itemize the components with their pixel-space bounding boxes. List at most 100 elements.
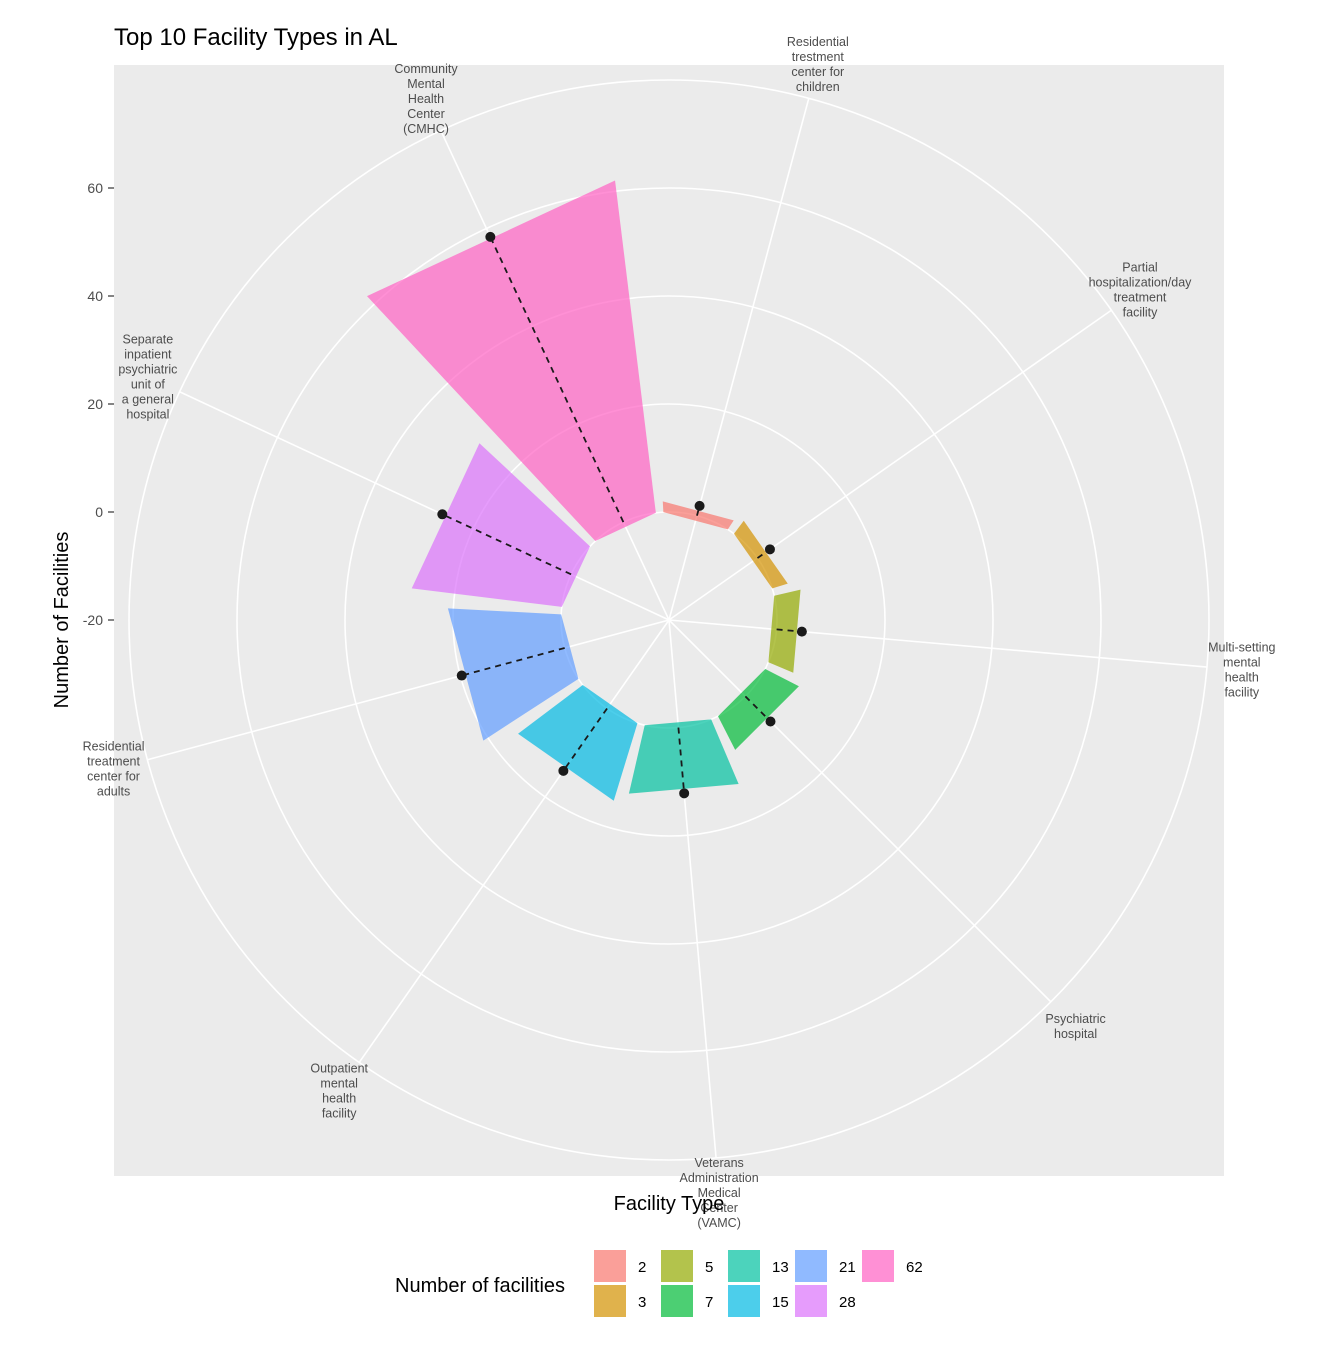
y-axis-ticks: -20 0 20 40 60 <box>83 180 114 628</box>
category-label-line: unit of <box>131 377 166 391</box>
legend-key-2 <box>594 1250 626 1282</box>
category-label-line: Medical <box>698 1186 741 1200</box>
dash-line-0 <box>696 505 701 516</box>
category-label-line: facility <box>1224 686 1259 700</box>
category-label-line: center for <box>87 769 140 783</box>
category-label-line: inpatient <box>124 347 172 361</box>
category-label-line: treatment <box>1114 291 1167 305</box>
spoke-0 <box>668 98 810 621</box>
category-label-line: Community <box>394 62 458 76</box>
spoke-7 <box>179 391 670 621</box>
legend-label-13: 13 <box>772 1259 789 1276</box>
spoke-6 <box>147 619 670 761</box>
category-label-line: Administration <box>680 1171 759 1185</box>
category-label-line: Partial <box>1122 261 1157 275</box>
bar-6 <box>447 608 579 741</box>
legend-label-21: 21 <box>839 1259 856 1276</box>
category-label-line: (CMHC) <box>403 122 449 136</box>
category-label-line: psychiatric <box>118 362 177 376</box>
y-axis-title: Number of Facilities <box>51 532 73 709</box>
category-label-7: Separate inpatient psychiatric unit of a gen… <box>118 332 177 421</box>
legend-label-28: 28 <box>839 1294 856 1311</box>
category-label-line: treatment <box>87 754 140 768</box>
legend-key-15 <box>728 1285 760 1317</box>
legend-label-3: 3 <box>638 1294 646 1311</box>
legend-key-5 <box>661 1250 693 1282</box>
legend: Number of facilities 2 3 5 7 13 15 21 28 62 <box>395 1250 923 1317</box>
grid-circles <box>128 79 1210 1161</box>
category-label-line: Multi-setting <box>1208 641 1275 655</box>
legend-label-7: 7 <box>705 1294 713 1311</box>
category-label-line: Psychiatric <box>1045 1012 1105 1026</box>
category-label-1: Partial hospitalization/day treatment facil… <box>1089 261 1193 320</box>
point-1 <box>764 544 775 555</box>
legend-key-28 <box>795 1285 827 1317</box>
dash-line-7 <box>441 513 572 576</box>
category-label-line: Mental <box>407 77 445 91</box>
point-5 <box>558 765 569 776</box>
category-label-line: center for <box>791 65 844 79</box>
category-label-line: facility <box>1123 306 1158 320</box>
category-label-line: Center <box>700 1201 738 1215</box>
legend-key-62 <box>862 1250 894 1282</box>
spoke-4 <box>668 619 717 1159</box>
legend-label-15: 15 <box>772 1294 789 1311</box>
category-label-6: Residential treatment center for adults <box>83 739 145 798</box>
category-label-line: Residential <box>83 739 145 753</box>
grid-circle-60 <box>236 187 1102 1053</box>
data-points <box>437 231 807 799</box>
category-label-line: trestment <box>792 50 845 64</box>
legend-label-2: 2 <box>638 1259 646 1276</box>
category-label-line: hospital <box>126 407 169 421</box>
point-0 <box>694 500 705 511</box>
category-label-line: mental <box>1223 656 1261 670</box>
grid-circle-80 <box>128 79 1210 1161</box>
legend-label-5: 5 <box>705 1259 713 1276</box>
category-labels: Residential trestment center for children Pa… <box>83 35 1276 1230</box>
category-label-line: Health <box>408 92 444 106</box>
dash-line-5 <box>562 707 608 772</box>
legend-label-62: 62 <box>906 1259 923 1276</box>
category-label-line: a general <box>122 392 174 406</box>
category-label-line: Residential <box>787 35 849 49</box>
point-7 <box>437 509 448 520</box>
point-8 <box>485 231 496 242</box>
dash-line-2 <box>776 628 802 633</box>
point-2 <box>796 626 807 637</box>
category-label-8: Community Mental Health Center (CMHC) <box>394 62 458 136</box>
point-4 <box>679 788 690 799</box>
y-tick-label: 0 <box>95 504 103 520</box>
legend-key-3 <box>594 1285 626 1317</box>
category-label-line: health <box>322 1092 356 1106</box>
point-6 <box>456 670 467 681</box>
category-label-line: Separate <box>123 332 174 346</box>
x-axis-title: Facility Type <box>614 1193 725 1215</box>
category-label-0: Residential trestment center for children <box>787 35 849 94</box>
spoke-2 <box>668 619 1208 668</box>
bar-4 <box>628 719 739 794</box>
point-3 <box>765 716 776 727</box>
category-label-line: Outpatient <box>310 1062 368 1076</box>
category-label-line: Center <box>407 107 445 121</box>
category-label-2: Multi-setting mental health facility <box>1208 641 1275 700</box>
bar-0 <box>662 501 734 530</box>
bar-2 <box>768 589 801 673</box>
legend-key-13 <box>728 1250 760 1282</box>
category-label-line: Veterans <box>694 1156 743 1170</box>
legend-key-21 <box>795 1250 827 1282</box>
category-label-line: hospitalization/day <box>1089 276 1193 290</box>
dash-line-6 <box>461 647 565 677</box>
category-label-line: health <box>1225 671 1259 685</box>
bar-7 <box>411 443 591 607</box>
y-tick-label: 60 <box>87 180 103 196</box>
chart-title: Top 10 Facility Types in AL <box>114 24 398 51</box>
bar-3 <box>718 669 799 750</box>
dash-line-8 <box>489 236 625 523</box>
legend-title: Number of facilities <box>395 1275 565 1297</box>
y-tick-label: 20 <box>87 396 103 412</box>
y-tick-label: 40 <box>87 288 103 304</box>
grid-spokes <box>147 98 1208 1159</box>
bar-8 <box>367 180 656 542</box>
spoke-1 <box>668 309 1112 621</box>
